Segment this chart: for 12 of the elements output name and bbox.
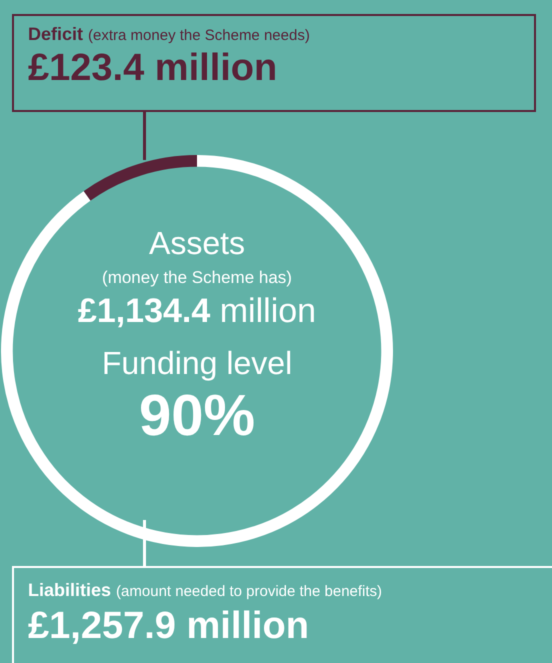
text: Assets [148, 225, 246, 262]
text: (money the Scheme has) [101, 268, 293, 288]
text: Liabilities [28, 580, 112, 600]
data-label: £1,134.4 [78, 292, 210, 330]
text: Funding level [100, 345, 294, 382]
text: million [220, 292, 316, 330]
text: 90% [138, 382, 256, 449]
text: £1,257.9 million [28, 605, 310, 648]
data-label: £123.4 million [28, 47, 278, 90]
text: Deficit [28, 24, 84, 44]
text: (amount needed to provide the benefits) [116, 583, 382, 600]
text: (extra money the Scheme needs) [88, 27, 310, 44]
